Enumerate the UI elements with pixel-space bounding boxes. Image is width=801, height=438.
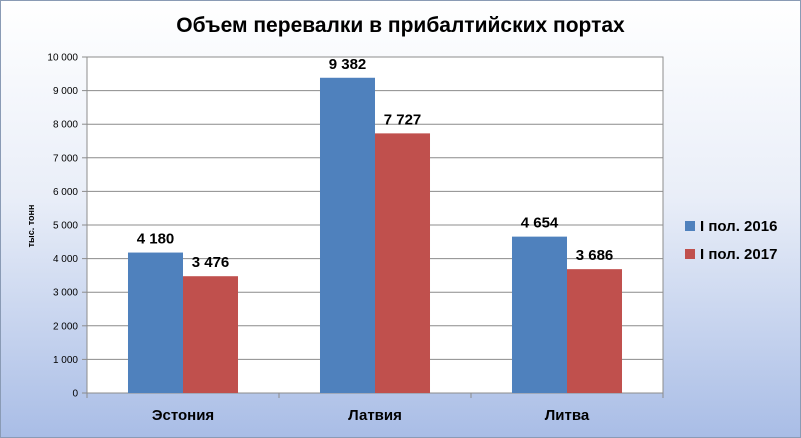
bar <box>319 77 375 393</box>
legend-item-2016: I пол. 2016 <box>685 214 777 238</box>
data-label: 9 382 <box>329 56 367 73</box>
y-tick-label: 6 000 <box>53 187 78 198</box>
legend: I пол. 2016 I пол. 2017 <box>685 214 777 270</box>
y-tick-label: 9 000 <box>53 86 78 97</box>
x-tick-label: Латвия <box>348 407 402 424</box>
bar <box>375 133 431 393</box>
legend-label-2016: I пол. 2016 <box>700 217 778 235</box>
x-tick-label: Литва <box>545 407 590 424</box>
bar <box>127 252 183 393</box>
bar <box>183 276 239 393</box>
y-tick-label: 2 000 <box>53 321 78 332</box>
bar <box>511 236 567 393</box>
data-label: 4 180 <box>137 231 175 248</box>
bar <box>567 269 623 393</box>
data-label: 3 686 <box>576 247 614 264</box>
y-tick-label: 4 000 <box>53 254 78 265</box>
y-tick-label: 7 000 <box>53 153 78 164</box>
y-tick-label: 3 000 <box>53 288 78 299</box>
legend-swatch-2016 <box>685 221 695 231</box>
legend-item-2017: I пол. 2017 <box>685 242 777 266</box>
y-tick-label: 0 <box>72 389 78 400</box>
y-tick-label: 10 000 <box>47 53 78 64</box>
data-label: 7 727 <box>384 111 422 128</box>
legend-swatch-2017 <box>685 249 695 259</box>
chart-title: Объем перевалки в прибалтийских портах <box>176 14 625 37</box>
legend-label-2017: I пол. 2017 <box>700 245 778 263</box>
y-tick-label: 5 000 <box>53 221 78 232</box>
data-label: 4 654 <box>521 215 559 232</box>
x-tick-label: Эстония <box>152 407 214 424</box>
data-label: 3 476 <box>192 254 230 271</box>
y-tick-label: 8 000 <box>53 120 78 131</box>
y-tick-label: 1 000 <box>53 355 78 366</box>
